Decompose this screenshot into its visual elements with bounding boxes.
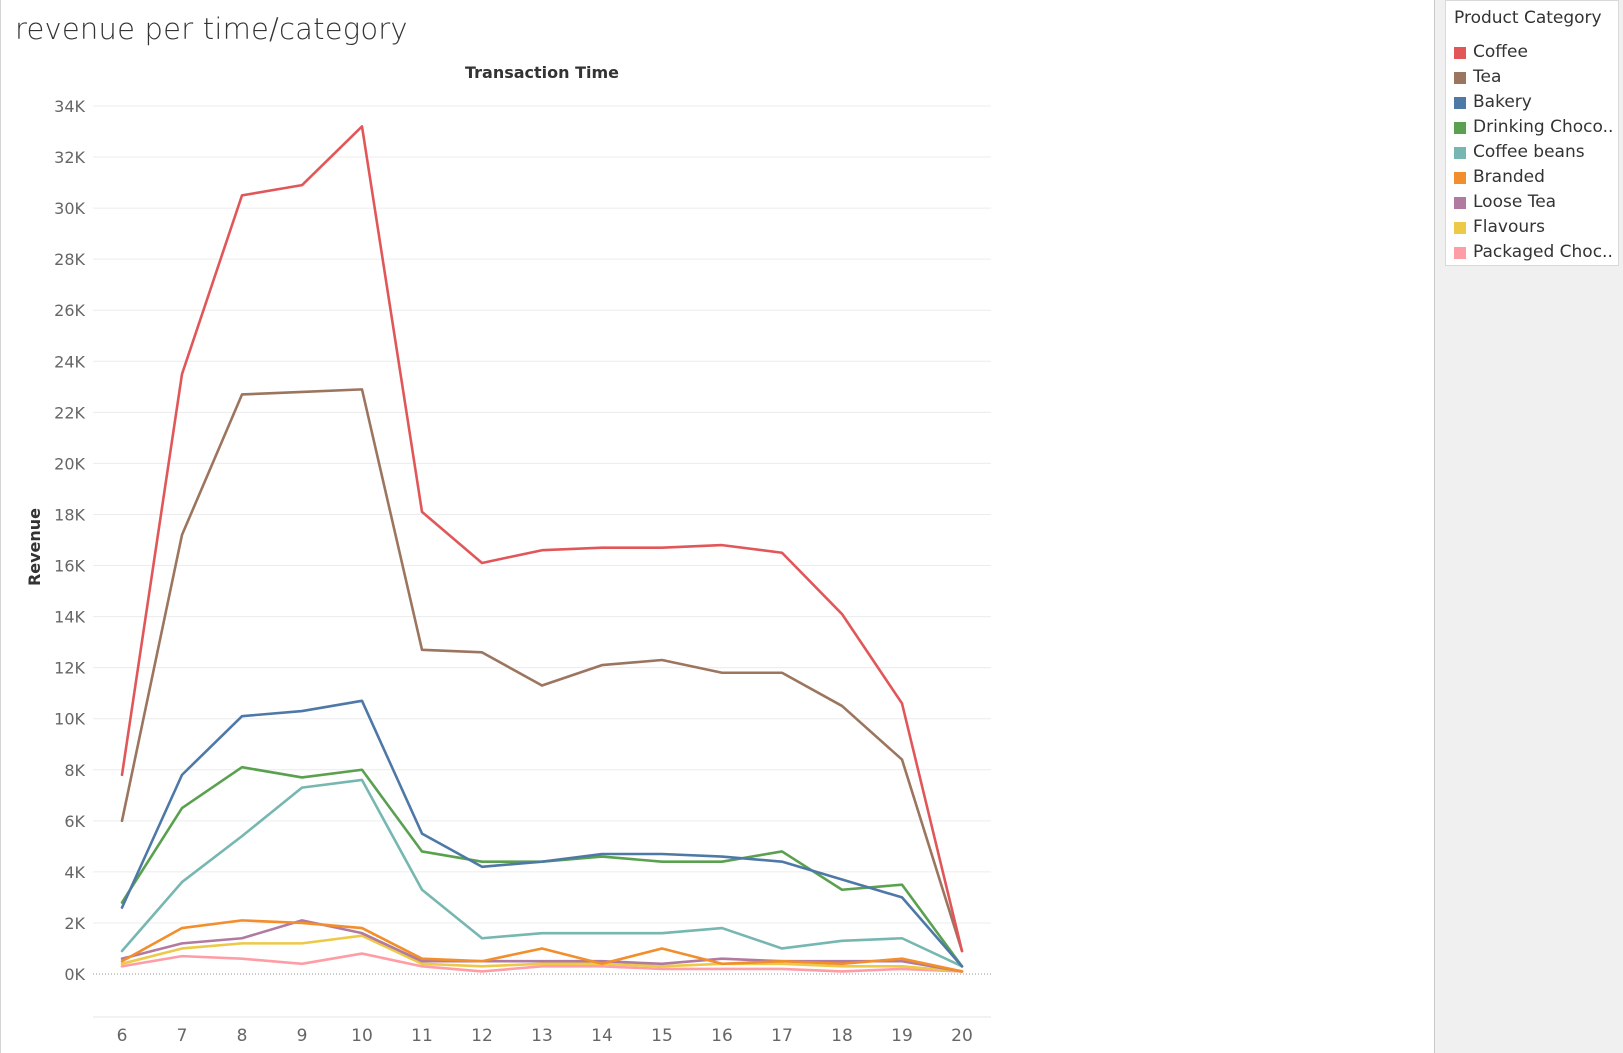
legend-item[interactable]: Branded bbox=[1454, 166, 1616, 190]
y-tick-label: 28K bbox=[54, 250, 85, 269]
x-tick-label: 20 bbox=[951, 1026, 973, 1046]
y-axis-label: Revenue bbox=[25, 508, 44, 586]
legend: Product Category Coffee Tea Bakery Drinking… bbox=[1445, 0, 1619, 266]
y-tick-label: 12K bbox=[54, 659, 85, 678]
x-tick-label: 14 bbox=[591, 1026, 613, 1046]
legend-item[interactable]: Packaged Choc.. bbox=[1454, 241, 1616, 265]
panel-divider bbox=[1434, 0, 1435, 1053]
legend-swatch bbox=[1454, 72, 1466, 84]
legend-label: Branded bbox=[1473, 167, 1545, 187]
x-tick-label: 7 bbox=[177, 1026, 188, 1046]
x-tick-label: 17 bbox=[771, 1026, 793, 1046]
x-tick-label: 10 bbox=[351, 1026, 373, 1046]
x-tick-label: 18 bbox=[831, 1026, 853, 1046]
x-tick-label: 11 bbox=[411, 1026, 433, 1046]
y-tick-label: 10K bbox=[54, 710, 85, 729]
legend-swatch bbox=[1454, 147, 1466, 159]
y-tick-label: 6K bbox=[64, 812, 85, 831]
x-tick-label: 9 bbox=[297, 1026, 308, 1046]
y-tick-label: 22K bbox=[54, 403, 85, 422]
legend-label: Coffee beans bbox=[1473, 142, 1585, 162]
legend-item[interactable]: Coffee beans bbox=[1454, 141, 1616, 165]
legend-swatch bbox=[1454, 222, 1466, 234]
y-tick-label: 16K bbox=[54, 557, 85, 576]
series-line bbox=[120, 934, 964, 973]
line-chart: 0K 2K 4K 6K 8K 10K 12K 14K 16K 18K 20K 22K 24K 26K 28K… bbox=[25, 63, 991, 1046]
legend-label: Flavours bbox=[1473, 217, 1546, 237]
legend-item[interactable]: Flavours bbox=[1454, 216, 1616, 240]
legend-swatch bbox=[1454, 197, 1466, 209]
legend-label: Bakery bbox=[1473, 92, 1532, 112]
x-tick-label: 13 bbox=[531, 1026, 553, 1046]
chart-header-title: Transaction Time bbox=[465, 63, 619, 82]
y-tick-label: 24K bbox=[54, 352, 85, 371]
series-line bbox=[120, 952, 964, 973]
y-tick-label: 32K bbox=[54, 148, 85, 167]
legend-label: Drinking Choco.. bbox=[1473, 117, 1614, 137]
series-line bbox=[120, 919, 964, 973]
y-tick-label: 26K bbox=[54, 301, 85, 320]
legend-swatch bbox=[1454, 97, 1466, 109]
legend-item[interactable]: Tea bbox=[1454, 66, 1616, 90]
legend-title: Product Category bbox=[1454, 8, 1602, 28]
chart-view: revenue per time/category 0K 2K 4K 6K 8K 10K 1… bbox=[0, 0, 991, 1053]
legend-label: Loose Tea bbox=[1473, 192, 1557, 212]
series-line bbox=[120, 388, 964, 953]
x-tick-label: 12 bbox=[471, 1026, 493, 1046]
series-line bbox=[120, 919, 964, 973]
legend-item[interactable]: Drinking Choco.. bbox=[1454, 116, 1616, 140]
legend-label: Coffee bbox=[1473, 42, 1528, 62]
x-tick-label: 16 bbox=[711, 1026, 733, 1046]
x-tick-label: 19 bbox=[891, 1026, 913, 1046]
legend-label: Packaged Choc.. bbox=[1473, 242, 1613, 262]
legend-label: Tea bbox=[1473, 67, 1502, 87]
x-tick-label: 8 bbox=[237, 1026, 248, 1046]
sheet-title: revenue per time/category bbox=[15, 12, 408, 46]
legend-swatch bbox=[1454, 47, 1466, 59]
legend-swatch bbox=[1454, 122, 1466, 134]
series-line bbox=[120, 699, 964, 968]
y-tick-label: 20K bbox=[54, 454, 85, 473]
y-tick-label: 2K bbox=[64, 914, 85, 933]
y-tick-label: 0K bbox=[64, 965, 85, 984]
y-tick-label: 8K bbox=[64, 761, 85, 780]
x-tick-label: 6 bbox=[117, 1026, 128, 1046]
x-tick-label: 15 bbox=[651, 1026, 673, 1046]
y-tick-label: 14K bbox=[54, 608, 85, 627]
y-tick-label: 18K bbox=[54, 505, 85, 524]
y-tick-label: 30K bbox=[54, 199, 85, 218]
legend-swatch bbox=[1454, 247, 1466, 259]
legend-item[interactable]: Loose Tea bbox=[1454, 191, 1616, 215]
legend-item[interactable]: Bakery bbox=[1454, 91, 1616, 115]
legend-swatch bbox=[1454, 172, 1466, 184]
series-line bbox=[120, 778, 964, 968]
series-line bbox=[120, 125, 964, 953]
y-tick-label: 34K bbox=[54, 97, 85, 116]
y-tick-label: 4K bbox=[64, 863, 85, 882]
legend-item[interactable]: Coffee bbox=[1454, 41, 1616, 65]
